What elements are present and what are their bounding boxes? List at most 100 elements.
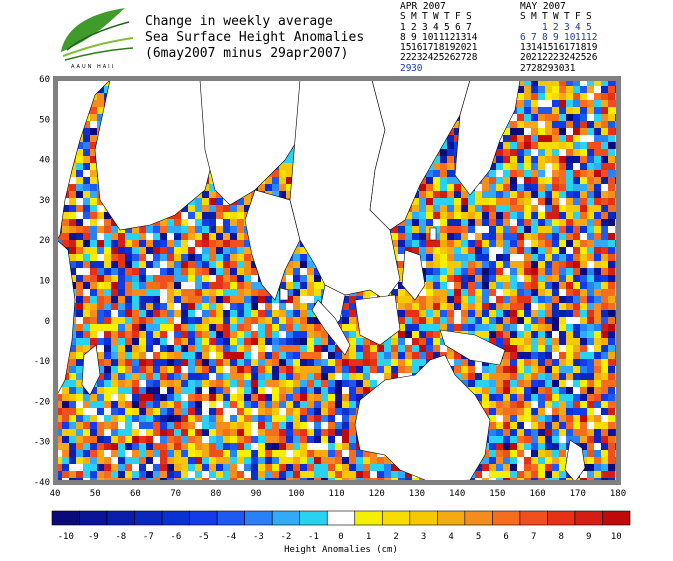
anomaly-cell xyxy=(90,289,97,296)
anomaly-cell xyxy=(76,303,83,310)
anomaly-cell xyxy=(139,345,146,352)
anomaly-cell xyxy=(559,471,566,478)
anomaly-cell xyxy=(566,289,573,296)
anomaly-cell xyxy=(90,275,97,282)
anomaly-cell xyxy=(559,394,566,401)
anomaly-cell xyxy=(167,345,174,352)
latitude-tick-label: 20 xyxy=(39,236,50,246)
anomaly-cell xyxy=(580,338,587,345)
anomaly-cell xyxy=(160,443,167,450)
anomaly-cell xyxy=(545,324,552,331)
anomaly-cell xyxy=(545,289,552,296)
anomaly-cell xyxy=(139,317,146,324)
anomaly-cell xyxy=(314,436,321,443)
anomaly-cell xyxy=(370,366,377,373)
anomaly-cell xyxy=(104,275,111,282)
anomaly-cell xyxy=(566,415,573,422)
anomaly-cell xyxy=(398,247,405,254)
anomaly-cell xyxy=(111,331,118,338)
anomaly-cell xyxy=(230,457,237,464)
anomaly-cell xyxy=(55,429,62,436)
anomaly-cell xyxy=(608,429,615,436)
anomaly-cell xyxy=(139,233,146,240)
anomaly-cell xyxy=(349,457,356,464)
anomaly-cell xyxy=(167,317,174,324)
anomaly-cell xyxy=(174,226,181,233)
anomaly-cell xyxy=(321,394,328,401)
anomaly-cell xyxy=(195,296,202,303)
anomaly-cell xyxy=(538,226,545,233)
anomaly-cell xyxy=(258,436,265,443)
anomaly-cell xyxy=(503,289,510,296)
anomaly-cell xyxy=(587,142,594,149)
anomaly-cell xyxy=(223,457,230,464)
anomaly-cell xyxy=(321,415,328,422)
anomaly-cell xyxy=(328,394,335,401)
anomaly-cell xyxy=(531,170,538,177)
anomaly-cell xyxy=(412,345,419,352)
anomaly-cell xyxy=(559,373,566,380)
anomaly-cell xyxy=(580,359,587,366)
calendar-day: 2 xyxy=(553,21,559,33)
anomaly-cell xyxy=(265,464,272,471)
anomaly-cell xyxy=(433,345,440,352)
anomaly-cell xyxy=(237,471,244,478)
anomaly-cell xyxy=(272,415,279,422)
anomaly-cell xyxy=(272,331,279,338)
anomaly-cell xyxy=(573,429,580,436)
anomaly-cell xyxy=(552,79,559,86)
anomaly-cell xyxy=(580,142,587,149)
anomaly-cell xyxy=(125,429,132,436)
anomaly-cell xyxy=(97,450,104,457)
anomaly-cell xyxy=(510,443,517,450)
anomaly-cell xyxy=(125,401,132,408)
anomaly-cell xyxy=(104,422,111,429)
anomaly-cell xyxy=(608,93,615,100)
anomaly-cell xyxy=(349,401,356,408)
anomaly-cell xyxy=(146,338,153,345)
anomaly-cell xyxy=(307,289,314,296)
anomaly-cell xyxy=(335,366,342,373)
anomaly-cell xyxy=(55,471,62,478)
anomaly-cell xyxy=(440,149,447,156)
anomaly-cell xyxy=(475,373,482,380)
anomaly-cell xyxy=(608,261,615,268)
anomaly-cell xyxy=(482,226,489,233)
anomaly-cell xyxy=(237,429,244,436)
anomaly-cell xyxy=(335,387,342,394)
anomaly-cell xyxy=(510,163,517,170)
anomaly-cell xyxy=(174,233,181,240)
anomaly-cell xyxy=(216,289,223,296)
anomaly-cell xyxy=(363,457,370,464)
anomaly-cell xyxy=(608,464,615,471)
anomaly-cell xyxy=(237,198,244,205)
anomaly-cell xyxy=(265,366,272,373)
anomaly-cell xyxy=(125,247,132,254)
anomaly-cell xyxy=(293,401,300,408)
anomaly-cell xyxy=(335,464,342,471)
anomaly-cell xyxy=(349,338,356,345)
anomaly-cell xyxy=(286,394,293,401)
anomaly-cell xyxy=(286,380,293,387)
anomaly-cell xyxy=(573,198,580,205)
anomaly-cell xyxy=(139,331,146,338)
anomaly-cell xyxy=(454,317,461,324)
anomaly-cell xyxy=(538,324,545,331)
anomaly-cell xyxy=(321,436,328,443)
anomaly-cell xyxy=(223,436,230,443)
anomaly-cell xyxy=(489,394,496,401)
title-line-3: (6may2007 minus 29apr2007) xyxy=(145,46,349,61)
anomaly-cell xyxy=(251,471,258,478)
anomaly-cell xyxy=(76,408,83,415)
anomaly-cell xyxy=(195,219,202,226)
anomaly-cell xyxy=(188,415,195,422)
anomaly-cell xyxy=(342,429,349,436)
anomaly-cell xyxy=(111,317,118,324)
anomaly-cell xyxy=(76,373,83,380)
anomaly-cell xyxy=(447,205,454,212)
anomaly-cell xyxy=(419,226,426,233)
anomaly-cell xyxy=(398,471,405,478)
anomaly-cell xyxy=(601,373,608,380)
